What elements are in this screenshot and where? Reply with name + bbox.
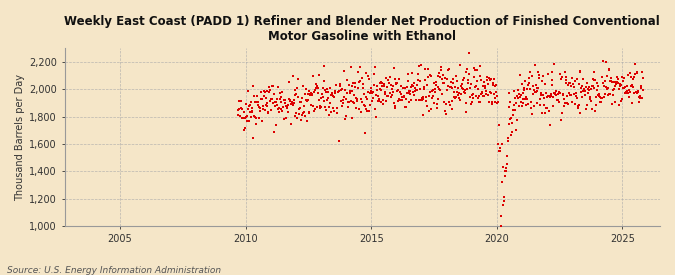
- Text: Source: U.S. Energy Information Administration: Source: U.S. Energy Information Administ…: [7, 266, 221, 275]
- Title: Weekly East Coast (PADD 1) Refiner and Blender Net Production of Finished Conven: Weekly East Coast (PADD 1) Refiner and B…: [65, 15, 660, 43]
- Y-axis label: Thousand Barrels per Day: Thousand Barrels per Day: [15, 74, 25, 200]
